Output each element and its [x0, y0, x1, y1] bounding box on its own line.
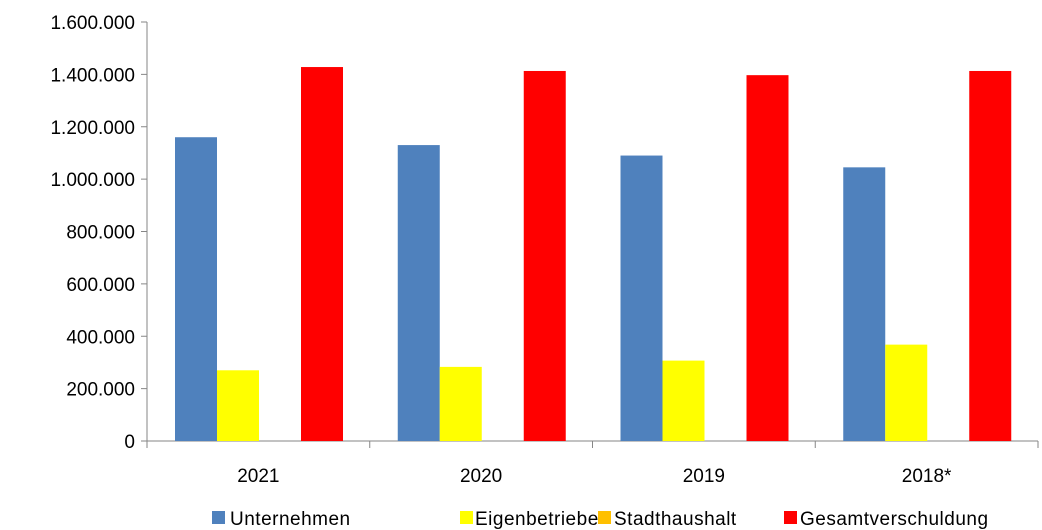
bar-gesamtverschuldung-2021 — [301, 67, 343, 441]
bar-gesamtverschuldung-2019 — [746, 75, 789, 442]
y-axis-ticks: 0 200.000 400.000 600.000 800.000 1.000.000 1.… — [50, 13, 147, 453]
y-tick-label: 1.000.000 — [50, 170, 135, 191]
bar-eigenbetriebe-2018 — [885, 344, 928, 441]
bar-unternehmen-2021 — [175, 137, 217, 441]
y-tick-label: 0 — [124, 432, 135, 453]
bar-gesamtverschuldung-2018 — [969, 70, 1012, 441]
y-tick-label: 1.600.000 — [50, 13, 135, 34]
y-tick-label: 1.400.000 — [50, 65, 135, 86]
legend-label-eigenbetriebe: Eigenbetriebe — [475, 509, 599, 530]
bar-eigenbetriebe-2021 — [217, 370, 259, 441]
legend-label-stadthaushalt: Stadthaushalt — [614, 509, 737, 530]
bars — [175, 67, 1012, 442]
bar-unternehmen-2020 — [397, 145, 440, 442]
x-tick-label: 2021 — [237, 466, 279, 487]
y-tick-label: 200.000 — [66, 380, 135, 401]
bar-gesamtverschuldung-2020 — [523, 70, 566, 441]
x-tick-label: 2018* — [902, 466, 952, 487]
legend: Unternehmen Eigenbetriebe Stadthaushalt Ges… — [212, 509, 989, 530]
x-tick-label: 2020 — [460, 466, 502, 487]
bar-unternehmen-2018 — [843, 167, 886, 441]
x-tick-label: 2019 — [683, 466, 725, 487]
bar-eigenbetriebe-2020 — [439, 366, 482, 441]
legend-swatch-eigenbetriebe — [460, 511, 473, 524]
y-tick-label: 800.000 — [66, 223, 135, 244]
y-tick-label: 1.200.000 — [50, 118, 135, 139]
legend-swatch-gesamtverschuldung — [784, 511, 797, 524]
bar-unternehmen-2019 — [620, 155, 663, 441]
bar-eigenbetriebe-2019 — [662, 360, 705, 441]
x-axis-ticks: 2021 2020 2019 2018* — [146, 441, 1039, 487]
legend-label-unternehmen: Unternehmen — [230, 509, 351, 530]
legend-swatch-stadthaushalt — [598, 511, 611, 524]
y-tick-label: 600.000 — [66, 275, 135, 296]
legend-swatch-unternehmen — [212, 511, 225, 524]
y-tick-label: 400.000 — [66, 327, 135, 348]
legend-label-gesamtverschuldung: Gesamtverschuldung — [800, 509, 989, 530]
